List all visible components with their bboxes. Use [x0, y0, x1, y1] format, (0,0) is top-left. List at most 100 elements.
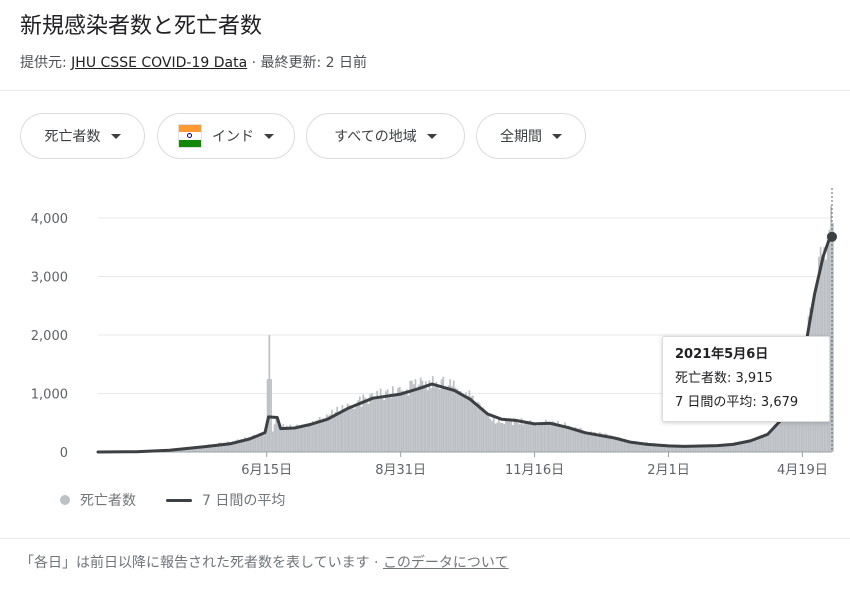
- daily-bar: [774, 424, 777, 452]
- daily-bar: [755, 440, 758, 452]
- daily-bar: [338, 412, 340, 452]
- daily-bar: [259, 433, 262, 452]
- daily-bar: [212, 444, 215, 452]
- daily-bar: [652, 443, 655, 452]
- daily-bar: [431, 376, 434, 452]
- daily-bar: [292, 428, 295, 452]
- daily-bar: [506, 419, 509, 452]
- footer-note: 「各日」は前日以降に報告された死者数を表しています · このデータについて: [20, 552, 509, 572]
- daily-bar: [200, 446, 203, 452]
- daily-bar: [463, 395, 465, 452]
- daily-bar: [294, 427, 297, 452]
- daily-bar: [325, 414, 328, 452]
- daily-bar: [565, 426, 568, 452]
- deaths-chart[interactable]: 0 1,000 2,000 3,000 4,000 6月15日 8月31日 11月16日 2月1…: [0, 180, 850, 490]
- source-link[interactable]: JHU CSSE COVID-19 Data: [71, 55, 248, 71]
- hover-point: [827, 231, 837, 242]
- daily-bar: [720, 446, 723, 452]
- daily-bar: [346, 403, 349, 452]
- daily-bar: [315, 420, 318, 452]
- x-tick-label: 2月1日: [647, 463, 690, 478]
- legend-average-label: 7 日間の平均: [202, 493, 286, 509]
- daily-bar: [546, 422, 549, 452]
- period-dropdown[interactable]: 全期間: [476, 113, 586, 159]
- daily-bar: [738, 442, 740, 452]
- daily-bar: [221, 443, 224, 452]
- daily-bar: [209, 445, 212, 452]
- daily-bar: [285, 425, 288, 452]
- daily-bar: [538, 424, 540, 452]
- daily-bar: [249, 436, 252, 452]
- daily-bar: [637, 442, 639, 452]
- daily-bar: [647, 443, 650, 452]
- daily-bar: [336, 406, 339, 452]
- daily-bar: [751, 440, 754, 452]
- daily-bar: [218, 442, 220, 452]
- daily-bar: [412, 384, 415, 452]
- daily-bar: [832, 222, 834, 452]
- daily-bar: [644, 443, 646, 452]
- daily-bar: [586, 432, 589, 452]
- page-title: 新規感染者数と死亡者数: [20, 14, 263, 39]
- country-dropdown-label: インド: [212, 129, 254, 145]
- daily-bar: [583, 432, 586, 452]
- daily-bar: [379, 388, 382, 452]
- daily-bar: [618, 437, 620, 452]
- tooltip-average: 7 日間の平均: 3,679: [675, 395, 799, 410]
- daily-bar: [604, 433, 606, 452]
- daily-bar: [428, 380, 431, 452]
- daily-bar: [666, 445, 669, 452]
- daily-bar: [536, 425, 539, 452]
- daily-bar: [266, 379, 269, 452]
- metric-dropdown[interactable]: 死亡者数: [20, 113, 145, 159]
- daily-bar: [510, 421, 512, 452]
- daily-bar: [760, 437, 763, 452]
- daily-bar: [605, 433, 608, 452]
- country-dropdown[interactable]: インド: [157, 113, 295, 159]
- daily-bar: [264, 432, 267, 452]
- daily-bar: [407, 395, 410, 452]
- daily-bar: [258, 433, 260, 452]
- daily-bar: [628, 442, 631, 452]
- daily-bar: [529, 420, 532, 452]
- daily-bar: [299, 425, 302, 452]
- daily-bar: [204, 445, 206, 452]
- daily-bar: [334, 411, 337, 452]
- chart-tooltip: 2021年5月6日 死亡者数: 3,915 7 日間の平均: 3,679: [662, 336, 830, 422]
- daily-bar: [423, 385, 425, 452]
- daily-bar: [378, 396, 380, 452]
- x-tick-label: 11月16日: [505, 463, 564, 478]
- region-dropdown-label: すべての地域: [334, 129, 417, 145]
- daily-bar: [485, 413, 488, 452]
- legend-average-swatch: [166, 498, 192, 502]
- daily-bar: [524, 421, 526, 452]
- daily-bar: [638, 443, 641, 452]
- daily-bar: [567, 425, 570, 452]
- daily-bar: [273, 424, 276, 452]
- daily-bar: [247, 436, 250, 452]
- daily-bar: [731, 444, 733, 452]
- daily-bar: [732, 444, 735, 452]
- daily-bar: [411, 380, 413, 452]
- about-data-link[interactable]: このデータについて: [382, 555, 509, 571]
- chevron-down-icon: [110, 133, 121, 139]
- daily-bar: [331, 409, 333, 452]
- daily-bar: [680, 445, 683, 452]
- daily-bar: [694, 445, 697, 452]
- daily-bar: [717, 445, 719, 452]
- daily-bar: [456, 388, 459, 452]
- daily-bar: [424, 381, 427, 452]
- daily-bar: [461, 393, 464, 452]
- daily-bar: [381, 397, 384, 452]
- daily-bar: [233, 442, 236, 452]
- daily-bar: [571, 429, 573, 452]
- daily-bar: [745, 441, 747, 452]
- daily-bar: [623, 439, 626, 452]
- daily-bar: [630, 441, 632, 452]
- footer-text: 「各日」は前日以降に報告された死者数を表しています ·: [20, 555, 383, 571]
- daily-bar: [739, 443, 742, 452]
- daily-bar: [590, 431, 592, 452]
- region-dropdown[interactable]: すべての地域: [306, 113, 465, 159]
- daily-bar: [282, 424, 285, 452]
- daily-bar: [287, 427, 290, 452]
